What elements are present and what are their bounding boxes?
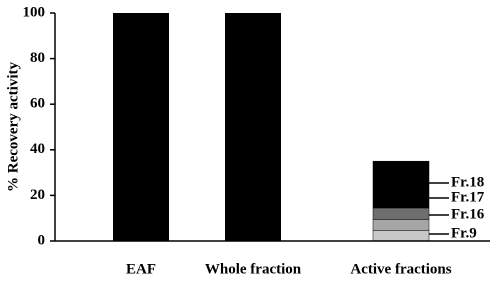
y-tick-label: 0	[38, 232, 46, 248]
y-tick-label: 20	[30, 187, 45, 203]
y-tick-label: 40	[30, 141, 45, 157]
segment-label: Fr.17	[451, 189, 485, 205]
segment-label: Fr.9	[451, 225, 477, 241]
y-tick-label: 60	[30, 96, 45, 112]
bar-segment	[225, 13, 281, 241]
bar-segment	[372, 207, 430, 220]
segment-label: Fr.16	[451, 206, 485, 222]
bar-segment	[372, 219, 430, 231]
segment-label: Fr.18	[451, 174, 484, 190]
y-tick-label: 100	[23, 4, 46, 20]
bar-segment	[113, 13, 169, 241]
bar-segment	[372, 160, 430, 209]
bar-segment	[372, 230, 430, 242]
x-tick-label: EAF	[126, 261, 156, 277]
x-tick-label: Whole fraction	[205, 261, 302, 277]
x-tick-label: Active fractions	[350, 261, 451, 277]
y-tick-label: 80	[30, 50, 45, 66]
y-axis-title: % Recovery activity	[5, 62, 21, 192]
